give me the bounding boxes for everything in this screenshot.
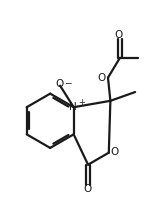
Text: −: − [64,78,71,87]
Text: O: O [83,184,91,194]
Text: O: O [97,73,106,84]
Text: N: N [70,102,77,112]
Text: O: O [115,30,123,40]
Text: O: O [111,147,119,157]
Text: +: + [79,98,85,107]
Text: O: O [55,79,63,89]
